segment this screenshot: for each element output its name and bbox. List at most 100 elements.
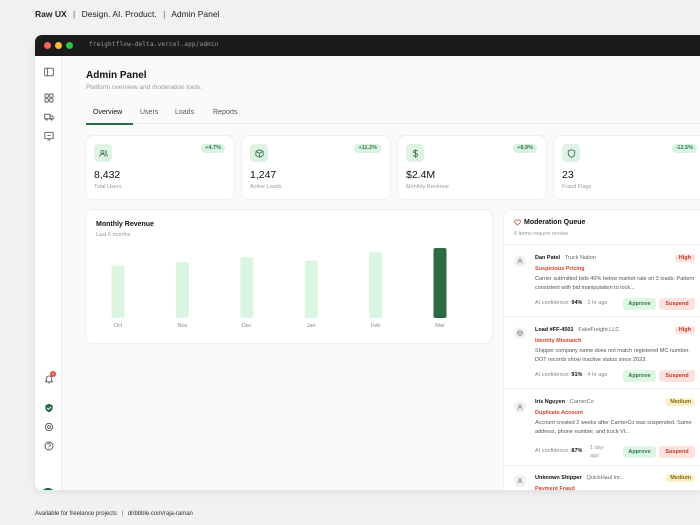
top-caption: Raw UX | Design. AI. Product. | Admin Pa… bbox=[35, 9, 219, 19]
ai-confidence-value: 91% bbox=[571, 372, 583, 378]
priority-badge: Medium bbox=[666, 474, 695, 482]
subject-org: Truck Nation bbox=[564, 255, 596, 261]
close-window-button[interactable] bbox=[44, 42, 51, 49]
revenue-bar-chart: Oct Nov Dec Jan Feb Mar bbox=[111, 248, 447, 329]
user-icon bbox=[514, 255, 526, 267]
stat-card-fraud-flags[interactable]: -12.5% 23 Fraud Flags bbox=[554, 136, 700, 199]
tab-users[interactable]: Users bbox=[140, 109, 159, 116]
caption-page: Admin Panel bbox=[171, 9, 220, 19]
moderation-subtitle: 6 items require review bbox=[514, 231, 568, 237]
revenue-chart-card: Monthly Revenue Last 6 months Oct Nov Dec J… bbox=[86, 210, 492, 343]
revenue-bar-nov[interactable] bbox=[175, 262, 189, 318]
revenue-bar-jan[interactable] bbox=[304, 260, 318, 318]
help-icon[interactable] bbox=[42, 439, 55, 452]
revenue-bar-dec[interactable] bbox=[240, 257, 254, 318]
suspend-button[interactable]: Suspend bbox=[659, 298, 695, 310]
truck-icon[interactable] bbox=[42, 110, 55, 123]
availability-text: Available for freelance projects bbox=[35, 511, 117, 517]
ai-confidence-label: AI confidence: bbox=[535, 372, 570, 378]
maximize-window-button[interactable] bbox=[66, 42, 73, 49]
moderation-item[interactable]: Dan Patel · Truck Nation High Suspicious… bbox=[504, 246, 700, 317]
moderation-title: Moderation Queue bbox=[524, 219, 586, 226]
stat-change-badge: -12.5% bbox=[671, 144, 697, 153]
flag-time: 2 hr ago bbox=[587, 300, 608, 306]
flag-type: Identity Mismatch bbox=[535, 338, 582, 344]
caption-separator: | bbox=[73, 9, 76, 19]
shield-check-icon[interactable] bbox=[42, 401, 55, 414]
active-tab-indicator bbox=[86, 123, 133, 125]
x-tick-label: Dec bbox=[242, 323, 252, 329]
ai-confidence-label: AI confidence: bbox=[535, 448, 570, 454]
brand-name: Raw UX bbox=[35, 9, 67, 19]
approve-button[interactable]: Approve bbox=[623, 446, 656, 458]
suspend-button[interactable]: Suspend bbox=[659, 370, 695, 382]
flag-description: Shipper company name does not match regi… bbox=[535, 348, 690, 363]
address-bar[interactable]: freightflow-delta.vercel.app/admin bbox=[89, 41, 219, 48]
page-subtitle: Platform overview and moderation tools. bbox=[86, 84, 202, 91]
page-title: Admin Panel bbox=[86, 70, 147, 81]
sidebar-toggle-icon[interactable] bbox=[42, 65, 55, 78]
moderation-item[interactable]: Unknown Shipper · QuickHaul Inc. Medium … bbox=[504, 467, 700, 490]
subject-name: Load #FF-4501 bbox=[535, 327, 574, 333]
subject-name: Unknown Shipper bbox=[535, 475, 582, 481]
stat-card-active-loads[interactable]: +11.2% 1,247 Active Loads bbox=[242, 136, 390, 199]
dribbble-link[interactable]: dribbble.com/raja-raman bbox=[127, 511, 193, 517]
user-icon bbox=[514, 401, 526, 413]
subject-org: CarrierCo bbox=[569, 399, 594, 405]
x-tick-label: Nov bbox=[178, 323, 188, 329]
tab-reports[interactable]: Reports bbox=[213, 109, 238, 116]
users-icon bbox=[94, 144, 112, 162]
moderation-item[interactable]: Iris Nguyen · CarrierCo Medium Duplicate… bbox=[504, 390, 700, 466]
approve-button[interactable]: Approve bbox=[623, 370, 656, 382]
moderation-header: Moderation Queue 6 items require review bbox=[504, 210, 700, 245]
user-avatar[interactable]: JD bbox=[41, 488, 55, 490]
stat-change-badge: +11.2% bbox=[354, 144, 381, 153]
stat-card-monthly-revenue[interactable]: +8.9% $2.4M Monthly Revenue bbox=[398, 136, 546, 199]
stat-label: Fraud Flags bbox=[562, 184, 592, 190]
chart-title: Monthly Revenue bbox=[96, 221, 154, 228]
moderation-item[interactable]: Load #FF-4501 · FakeFreight LLC High Ide… bbox=[504, 318, 700, 389]
stat-value: 1,247 bbox=[250, 169, 277, 181]
revenue-bar-feb[interactable] bbox=[369, 252, 383, 318]
ai-confidence: AI confidence: 94% · 2 hr ago bbox=[535, 300, 608, 306]
moderation-item-name: Unknown Shipper · QuickHaul Inc. bbox=[535, 475, 623, 481]
shield-icon bbox=[562, 144, 580, 162]
stat-value: 8,432 bbox=[94, 169, 121, 181]
notification-badge: 3 bbox=[50, 371, 56, 377]
dollar-icon bbox=[406, 144, 424, 162]
moderation-item-name: Dan Patel · Truck Nation bbox=[535, 255, 596, 261]
revenue-bar-oct[interactable] bbox=[111, 265, 125, 319]
stat-value: 23 bbox=[562, 169, 574, 181]
minimize-window-button[interactable] bbox=[55, 42, 62, 49]
revenue-bar-mar[interactable] bbox=[433, 248, 447, 318]
priority-badge: High bbox=[674, 254, 695, 262]
moderation-item-name: Load #FF-4501 · FakeFreight LLC bbox=[535, 327, 620, 333]
stat-change-badge: +8.9% bbox=[513, 144, 537, 153]
flag-description: Account created 2 weeks after CarrierCo … bbox=[535, 420, 692, 435]
chart-icon[interactable] bbox=[42, 129, 55, 142]
ai-confidence-value: 94% bbox=[571, 300, 583, 306]
moderation-queue-card: Moderation Queue 6 items require review … bbox=[504, 210, 700, 490]
ai-confidence-label: AI confidence: bbox=[535, 300, 570, 306]
user-icon bbox=[514, 475, 526, 487]
stat-label: Monthly Revenue bbox=[406, 184, 449, 190]
subject-name: Iris Nguyen bbox=[535, 399, 565, 405]
tab-loads[interactable]: Loads bbox=[175, 109, 195, 116]
approve-button[interactable]: Approve bbox=[623, 298, 656, 310]
browser-window: freightflow-delta.vercel.app/admin 3 JD bbox=[35, 35, 700, 490]
flag-description: Carrier submitted bids 40% below market … bbox=[535, 276, 695, 291]
flag-time: 4 hr ago bbox=[587, 372, 608, 378]
stat-value: $2.4M bbox=[406, 169, 436, 181]
subject-org: FakeFreight LLC bbox=[578, 327, 620, 333]
bell-icon[interactable]: 3 bbox=[42, 371, 56, 385]
caption-separator-2: | bbox=[163, 9, 166, 19]
stat-label: Active Loads bbox=[250, 184, 282, 190]
grid-icon[interactable] bbox=[42, 91, 55, 104]
x-tick-label: Feb bbox=[371, 323, 380, 329]
tab-overview[interactable]: Overview bbox=[93, 109, 123, 116]
flag-time: 1 day ago bbox=[590, 445, 604, 459]
stat-card-total-users[interactable]: +4.7% 8,432 Total Users bbox=[86, 136, 234, 199]
x-tick-label: Jan bbox=[307, 323, 316, 329]
settings-icon[interactable] bbox=[42, 420, 55, 433]
suspend-button[interactable]: Suspend bbox=[659, 446, 695, 458]
